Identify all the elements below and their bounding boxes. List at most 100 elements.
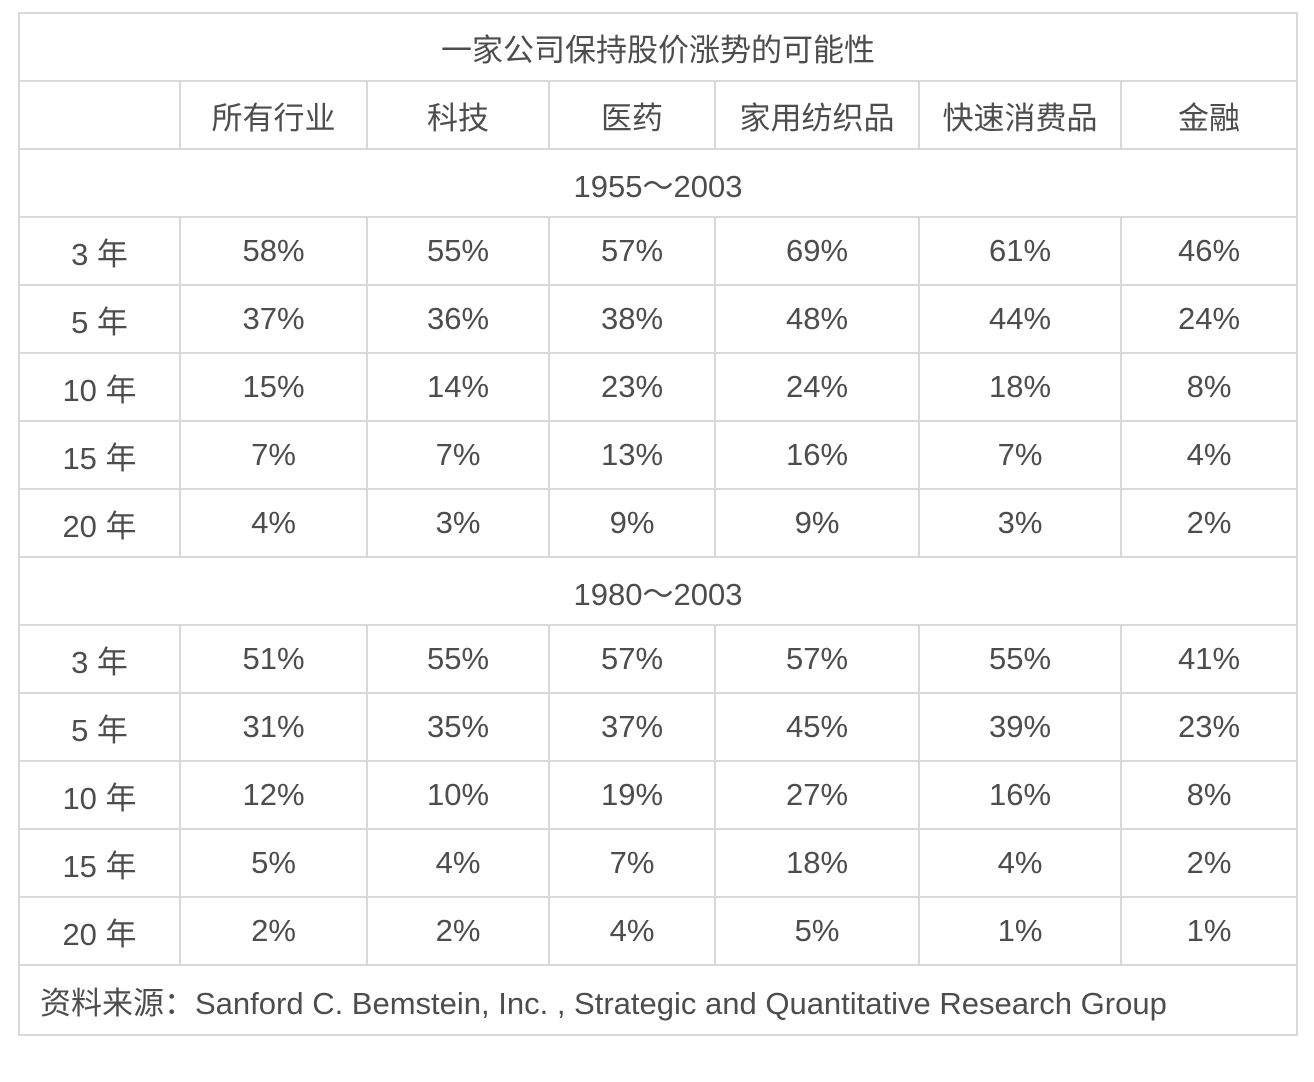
value-cell: 16% bbox=[918, 760, 1122, 830]
table-row: 5 年 37% 36% 38% 48% 44% 24% bbox=[18, 284, 1299, 354]
value-cell: 8% bbox=[1119, 352, 1299, 422]
column-header-home-textiles: 家用纺织品 bbox=[714, 80, 920, 150]
table-row: 10 年 12% 10% 19% 27% 16% 8% bbox=[18, 760, 1299, 830]
value-cell: 4% bbox=[918, 828, 1122, 898]
row-label: 5 年 bbox=[18, 284, 181, 354]
value-cell: 2% bbox=[1119, 828, 1299, 898]
value-cell: 55% bbox=[366, 624, 550, 694]
value-cell: 37% bbox=[179, 284, 368, 354]
value-cell: 55% bbox=[366, 216, 550, 286]
column-header-fmcg: 快速消费品 bbox=[918, 80, 1122, 150]
row-label: 15 年 bbox=[18, 828, 181, 898]
value-cell: 3% bbox=[918, 488, 1122, 558]
value-cell: 24% bbox=[714, 352, 920, 422]
table-title: 一家公司保持股价涨势的可能性 bbox=[17, 12, 1299, 82]
value-cell: 27% bbox=[714, 760, 920, 830]
value-cell: 10% bbox=[366, 760, 550, 830]
value-cell: 41% bbox=[1119, 624, 1299, 694]
value-cell: 7% bbox=[548, 828, 716, 898]
section-label: 1955～2003 bbox=[17, 148, 1299, 218]
row-label: 20 年 bbox=[18, 896, 181, 966]
value-cell: 5% bbox=[714, 896, 920, 966]
value-cell: 7% bbox=[179, 420, 368, 490]
table-footer-rows: 资料来源：Sanford C. Bemstein, Inc. , Strateg… bbox=[17, 964, 1299, 1036]
section-1955-2003: 1955～2003 3 年 58% 55% 57% 69% 61% 46% 5 年 37% 36%… bbox=[17, 148, 1299, 558]
value-cell: 31% bbox=[179, 692, 368, 762]
value-cell: 7% bbox=[366, 420, 550, 490]
value-cell: 57% bbox=[548, 624, 716, 694]
value-cell: 4% bbox=[366, 828, 550, 898]
value-cell: 9% bbox=[548, 488, 716, 558]
value-cell: 5% bbox=[179, 828, 368, 898]
value-cell: 7% bbox=[918, 420, 1122, 490]
table-row: 10 年 15% 14% 23% 24% 18% 8% bbox=[18, 352, 1299, 422]
value-cell: 57% bbox=[714, 624, 920, 694]
value-cell: 1% bbox=[1119, 896, 1299, 966]
value-cell: 44% bbox=[918, 284, 1122, 354]
table-head-rows: 一家公司保持股价涨势的可能性 所有行业 科技 医药 家用纺织品 快速消费品 金融 bbox=[17, 12, 1299, 150]
column-header-pharma: 医药 bbox=[548, 80, 716, 150]
value-cell: 15% bbox=[179, 352, 368, 422]
section-1980-2003: 1980～2003 3 年 51% 55% 57% 57% 55% 41% 5 年 31% 35%… bbox=[17, 556, 1299, 966]
table-row: 3 年 58% 55% 57% 69% 61% 46% bbox=[18, 216, 1299, 286]
value-cell: 18% bbox=[918, 352, 1122, 422]
table-row: 20 年 2% 2% 4% 5% 1% 1% bbox=[18, 896, 1299, 966]
value-cell: 57% bbox=[548, 216, 716, 286]
table-row: 3 年 51% 55% 57% 57% 55% 41% bbox=[18, 624, 1299, 694]
row-label: 20 年 bbox=[18, 488, 181, 558]
value-cell: 51% bbox=[179, 624, 368, 694]
section-label: 1980～2003 bbox=[17, 556, 1299, 626]
section-header-row: 1980～2003 bbox=[17, 556, 1299, 626]
column-header-all-industries: 所有行业 bbox=[179, 80, 368, 150]
value-cell: 2% bbox=[1119, 488, 1299, 558]
value-cell: 23% bbox=[1119, 692, 1299, 762]
table-row: 15 年 7% 7% 13% 16% 7% 4% bbox=[18, 420, 1299, 490]
table-row: 15 年 5% 4% 7% 18% 4% 2% bbox=[18, 828, 1299, 898]
value-cell: 46% bbox=[1119, 216, 1299, 286]
value-cell: 16% bbox=[714, 420, 920, 490]
row-label: 3 年 bbox=[18, 624, 181, 694]
value-cell: 48% bbox=[714, 284, 920, 354]
source-row: 资料来源：Sanford C. Bemstein, Inc. , Strateg… bbox=[17, 964, 1299, 1036]
value-cell: 2% bbox=[179, 896, 368, 966]
column-header-blank bbox=[18, 80, 181, 150]
value-cell: 14% bbox=[366, 352, 550, 422]
value-cell: 9% bbox=[714, 488, 920, 558]
value-cell: 61% bbox=[918, 216, 1122, 286]
row-label: 3 年 bbox=[18, 216, 181, 286]
value-cell: 2% bbox=[366, 896, 550, 966]
value-cell: 4% bbox=[548, 896, 716, 966]
table-title-row: 一家公司保持股价涨势的可能性 bbox=[17, 12, 1299, 82]
value-cell: 12% bbox=[179, 760, 368, 830]
value-cell: 4% bbox=[179, 488, 368, 558]
value-cell: 69% bbox=[714, 216, 920, 286]
value-cell: 23% bbox=[548, 352, 716, 422]
column-header-finance: 金融 bbox=[1119, 80, 1299, 150]
table-header-row: 所有行业 科技 医药 家用纺织品 快速消费品 金融 bbox=[18, 80, 1299, 150]
row-label: 15 年 bbox=[18, 420, 181, 490]
row-label: 5 年 bbox=[18, 692, 181, 762]
stock-price-probability-table: 一家公司保持股价涨势的可能性 所有行业 科技 医药 家用纺织品 快速消费品 金融… bbox=[17, 12, 1299, 1036]
value-cell: 36% bbox=[366, 284, 550, 354]
table-row: 20 年 4% 3% 9% 9% 3% 2% bbox=[18, 488, 1299, 558]
row-label: 10 年 bbox=[18, 352, 181, 422]
value-cell: 38% bbox=[548, 284, 716, 354]
value-cell: 55% bbox=[918, 624, 1122, 694]
value-cell: 24% bbox=[1119, 284, 1299, 354]
value-cell: 13% bbox=[548, 420, 716, 490]
column-header-technology: 科技 bbox=[366, 80, 550, 150]
value-cell: 8% bbox=[1119, 760, 1299, 830]
value-cell: 4% bbox=[1119, 420, 1299, 490]
value-cell: 1% bbox=[918, 896, 1122, 966]
source-note: 资料来源：Sanford C. Bemstein, Inc. , Strateg… bbox=[17, 964, 1299, 1036]
value-cell: 18% bbox=[714, 828, 920, 898]
value-cell: 19% bbox=[548, 760, 716, 830]
value-cell: 3% bbox=[366, 488, 550, 558]
section-header-row: 1955～2003 bbox=[17, 148, 1299, 218]
value-cell: 39% bbox=[918, 692, 1122, 762]
table-row: 5 年 31% 35% 37% 45% 39% 23% bbox=[18, 692, 1299, 762]
row-label: 10 年 bbox=[18, 760, 181, 830]
value-cell: 35% bbox=[366, 692, 550, 762]
value-cell: 37% bbox=[548, 692, 716, 762]
